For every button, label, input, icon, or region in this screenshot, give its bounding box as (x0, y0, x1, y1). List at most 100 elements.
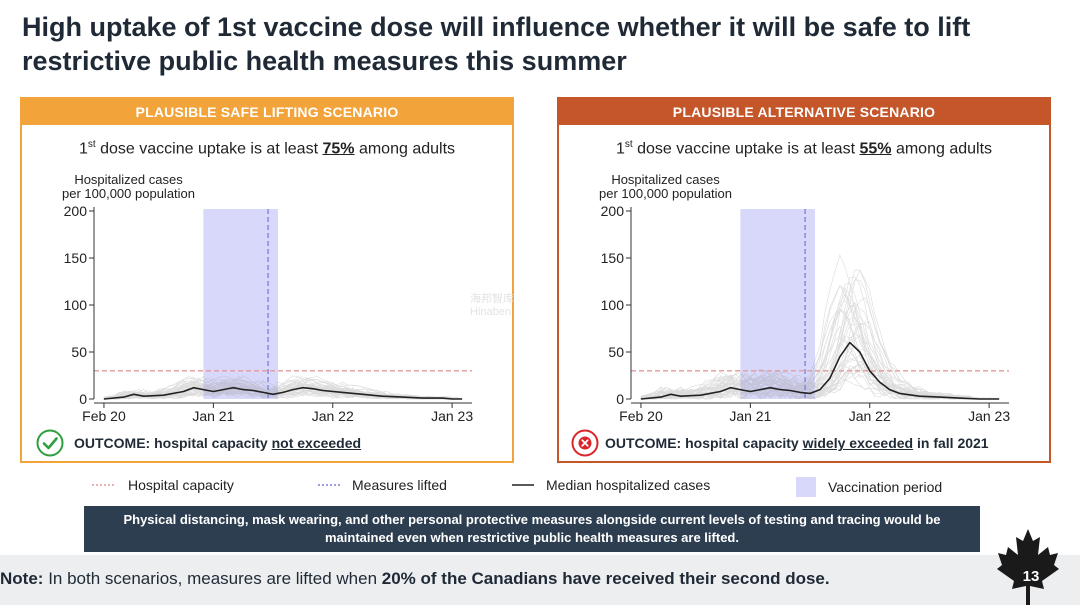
safe-lifting-scenario-panel: PLAUSIBLE SAFE LIFTING SCENARIO 1st dose… (20, 97, 514, 463)
ensemble-line (640, 361, 1000, 400)
y-tick-label: 150 (601, 250, 625, 266)
page-number: 13 (1022, 568, 1040, 585)
ensemble-line (640, 303, 1000, 400)
ensemble-line (640, 361, 1000, 400)
note-bar: Note: In both scenarios, measures are li… (0, 555, 1080, 605)
x-circle-icon (571, 429, 599, 457)
y-tick-label: 0 (79, 391, 87, 407)
y-tick-label: 200 (601, 203, 625, 219)
legend-label: Hospital capacity (128, 477, 234, 493)
ensemble-line (640, 309, 1000, 400)
ensemble-line (640, 276, 1000, 400)
chart-legend: Hospital capacity Measures lifted Median… (92, 477, 992, 499)
y-tick-label: 100 (64, 297, 88, 313)
ensemble-line (103, 382, 463, 400)
ensemble-line (640, 285, 1000, 400)
ensemble-line (103, 376, 463, 400)
ensemble-line (103, 392, 463, 400)
ensemble-line (640, 344, 1000, 400)
ensemble-line (103, 382, 463, 400)
ensemble-line (640, 279, 1000, 400)
watermark-line2: Hinaben (470, 306, 511, 318)
panel-header: PLAUSIBLE ALTERNATIVE SCENARIO (559, 99, 1049, 125)
ensemble-line (640, 318, 1000, 400)
ensemble-line (640, 286, 1000, 400)
y-axis-label: Hospitalized cases per 100,000 populatio… (62, 173, 195, 201)
uptake-suffix: among adults (358, 140, 456, 158)
ensemble-line (640, 363, 1000, 400)
outcome-emphasis: not exceeded (271, 435, 362, 451)
vaccination-band (740, 209, 816, 399)
median-line (103, 386, 463, 400)
ensemble-line (103, 387, 463, 400)
check-circle-icon (36, 429, 64, 457)
uptake-suffix: among adults (895, 140, 993, 158)
ensemble-line (640, 293, 1000, 400)
watermark-line1: 海邦智库 (470, 293, 514, 305)
uptake-prefix: dose vaccine uptake is at least (637, 140, 856, 158)
outcome-prefix: OUTCOME: hospital capacity (605, 435, 799, 451)
ensemble-line (640, 269, 1000, 400)
note: Note: In both scenarios, measures are li… (0, 569, 830, 589)
page-title: High uptake of 1st vaccine dose will inf… (22, 12, 971, 76)
ensemble-line (103, 376, 463, 400)
panel-header: PLAUSIBLE SAFE LIFTING SCENARIO (22, 99, 512, 125)
dotted-line-icon (318, 484, 340, 486)
ensemble-line (640, 326, 1000, 400)
y-tick-label: 100 (601, 297, 625, 313)
ensemble-line (640, 254, 1000, 400)
ensemble-line (103, 385, 463, 400)
x-tick-label: Jan 22 (849, 408, 891, 424)
x-tick-label: Jan 21 (192, 408, 234, 424)
ensemble-line (103, 375, 463, 400)
measures-banner: Physical distancing, mask wearing, and o… (84, 506, 980, 552)
hospitalization-chart-alternative: 0 50 100 150 200 Feb 20 Jan 21 Jan 22 Jan 23 (601, 203, 1011, 424)
uptake-prefix: dose vaccine uptake is at least (100, 140, 319, 158)
outcome-statement: OUTCOME: hospital capacity widely exceed… (571, 429, 989, 457)
note-label: Note: (0, 569, 44, 588)
y-tick-label: 0 (616, 391, 624, 407)
x-tick-label: Feb 20 (82, 408, 126, 424)
y-tick-label: 50 (608, 344, 624, 360)
uptake-statement: 1st dose vaccine uptake is at least 75% … (22, 139, 512, 158)
alternative-scenario-panel: PLAUSIBLE ALTERNATIVE SCENARIO 1st dose … (557, 97, 1051, 463)
uptake-ordinal-sup: st (87, 139, 96, 150)
y-axis-label-line2: per 100,000 population (62, 186, 196, 201)
y-axis-label: Hospitalized cases per 100,000 populatio… (599, 173, 732, 201)
ensemble-line (640, 322, 1000, 400)
uptake-ordinal: 1 (78, 140, 88, 158)
hospitalization-chart-safe: 0 50 100 150 200 Feb 20 Jan 21 Jan 22 Jan 23 (64, 203, 474, 424)
outcome-emphasis: widely exceeded (802, 435, 914, 451)
ensemble-trajectories (640, 254, 1000, 400)
x-tick-label: Jan 22 (312, 408, 354, 424)
shaded-band-icon (796, 477, 816, 497)
uptake-ordinal: 1 (615, 140, 625, 158)
uptake-percent: 75% (322, 140, 355, 158)
vaccination-band (203, 209, 279, 399)
ensemble-line (640, 269, 1000, 400)
maple-leaf-icon (997, 529, 1059, 605)
dotted-line-icon (92, 484, 116, 486)
note-emphasis: 20% of the Canadians have received their… (381, 569, 830, 588)
y-axis-label-line1: Hospitalized cases (74, 172, 183, 187)
ensemble-line (640, 334, 1000, 400)
legend-item-capacity: Hospital capacity (92, 477, 234, 493)
outcome-statement: OUTCOME: hospital capacity not exceeded (36, 429, 361, 457)
ensemble-line (103, 381, 463, 400)
ensemble-line (640, 366, 1000, 400)
note-text: In both scenarios, measures are lifted w… (48, 569, 378, 588)
outcome-prefix: OUTCOME: hospital capacity (74, 435, 268, 451)
y-tick-label: 200 (64, 203, 88, 219)
legend-label: Vaccination period (828, 479, 943, 495)
ensemble-line (640, 333, 1000, 400)
median-line (640, 341, 1000, 400)
x-tick-label: Jan 23 (968, 408, 1010, 424)
uptake-statement: 1st dose vaccine uptake is at least 55% … (559, 139, 1049, 158)
outcome-suffix: in fall 2021 (917, 435, 989, 451)
y-axis-label-line2: per 100,000 population (599, 186, 733, 201)
uptake-ordinal-sup: st (624, 139, 633, 150)
ensemble-line (640, 323, 1000, 400)
ensemble-line (640, 284, 1000, 400)
watermark: 海邦智库 Hinaben (470, 293, 514, 319)
solid-line-icon (512, 484, 534, 486)
